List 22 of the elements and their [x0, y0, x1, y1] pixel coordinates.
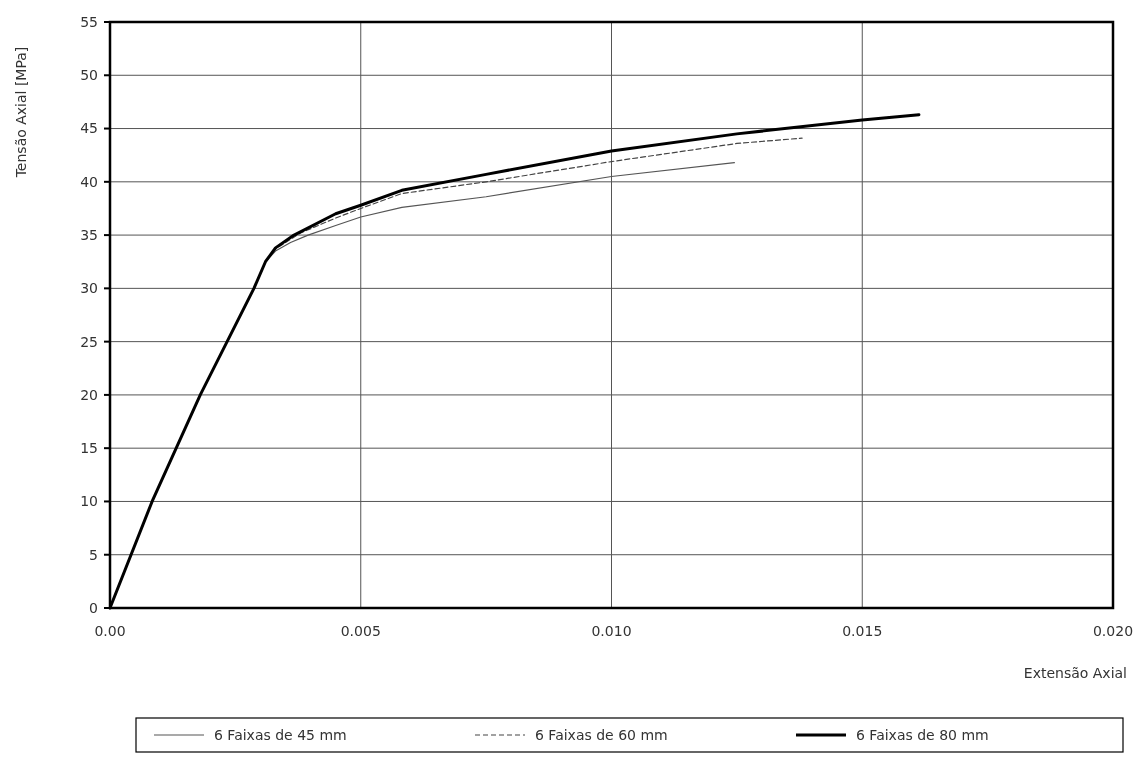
- y-tick-label: 0: [89, 599, 98, 616]
- legend-label: 6 Faixas de 45 mm: [214, 726, 347, 743]
- y-tick-label: 10: [80, 493, 98, 510]
- legend-label: 6 Faixas de 80 mm: [856, 726, 989, 743]
- y-tick-label: 40: [80, 173, 98, 190]
- y-tick-label: 50: [80, 67, 98, 84]
- x-tick-label: 0.015: [842, 623, 883, 639]
- y-tick-label: 30: [80, 280, 98, 297]
- y-tick-label: 35: [80, 226, 98, 243]
- y-axis-title: Tensão Axial [MPa]: [13, 46, 29, 179]
- x-tick-label: 0.00: [94, 623, 126, 639]
- y-tick-label: 45: [80, 120, 98, 137]
- x-tick-label: 0.005: [340, 623, 381, 639]
- y-tick-label: 55: [80, 13, 98, 30]
- legend-label: 6 Faixas de 60 mm: [535, 726, 668, 743]
- y-tick-label: 5: [89, 546, 98, 563]
- x-tick-label: 0.020: [1092, 623, 1134, 639]
- x-tick-label: 0.010: [591, 623, 632, 639]
- y-tick-label: 25: [80, 333, 98, 350]
- y-tick-label: 15: [80, 440, 98, 457]
- y-tick-label: 20: [80, 386, 98, 403]
- x-axis-title: Extensão Axial: [1023, 665, 1127, 681]
